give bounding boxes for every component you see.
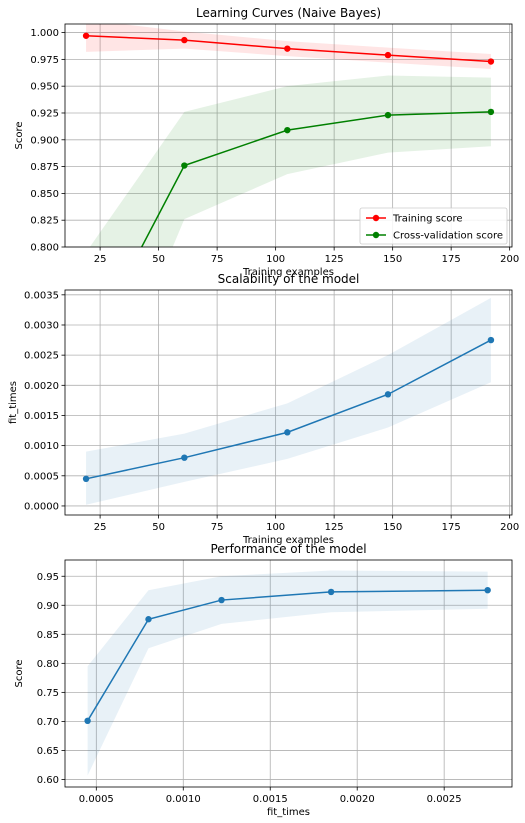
series-band bbox=[86, 24, 491, 70]
x-tick-label: 200 bbox=[500, 522, 519, 533]
y-tick-label: 0.0015 bbox=[24, 411, 59, 422]
x-tick-label: 75 bbox=[211, 254, 224, 265]
y-tick-label: 0.825 bbox=[30, 216, 59, 227]
data-point bbox=[84, 717, 91, 725]
data-point bbox=[484, 586, 491, 594]
x-axis-label: Training examples bbox=[242, 267, 334, 278]
plot-area bbox=[84, 570, 491, 776]
chart-3: 0.0005 0.0010 0.0015 0.0020 0.0025 0.60 0.65 0.… bbox=[14, 542, 513, 818]
x-tick-label: 75 bbox=[211, 522, 224, 533]
y-tick-label: 0.95 bbox=[37, 572, 59, 583]
data-point bbox=[384, 391, 392, 398]
legend-label: Training score bbox=[392, 214, 463, 225]
data-point bbox=[487, 336, 495, 344]
series-band bbox=[87, 570, 488, 776]
data-point bbox=[487, 108, 495, 116]
x-tick-label: 50 bbox=[152, 522, 165, 533]
x-tick-label: 0.0010 bbox=[166, 794, 201, 805]
data-point bbox=[284, 429, 291, 436]
x-axis-label: fit_times bbox=[267, 807, 310, 818]
y-tick-label: 0.0010 bbox=[24, 441, 59, 452]
y-tick-label: 0.80 bbox=[37, 659, 59, 670]
y-tick-label: 0.60 bbox=[37, 775, 59, 786]
y-tick-label: 0.90 bbox=[37, 601, 59, 612]
x-tick-label: 150 bbox=[383, 522, 402, 533]
x-tick-label: 200 bbox=[500, 254, 519, 265]
x-axis-label: Training examples bbox=[242, 535, 334, 546]
legend-marker bbox=[372, 231, 380, 239]
series-band bbox=[86, 297, 491, 505]
data-point bbox=[487, 58, 495, 65]
y-tick-label: 0.950 bbox=[30, 82, 59, 93]
axes-frame bbox=[64, 559, 513, 788]
grid bbox=[65, 560, 512, 787]
y-axis-label: Score bbox=[14, 659, 25, 687]
y-tick-label: 0.975 bbox=[30, 55, 59, 66]
y-tick-label: 0.850 bbox=[30, 189, 59, 200]
legend-box bbox=[359, 207, 508, 245]
x-tick-label: 0.0015 bbox=[253, 794, 288, 805]
plot-area bbox=[82, 24, 495, 247]
data-point bbox=[82, 32, 90, 39]
data-point bbox=[181, 36, 188, 44]
grid bbox=[65, 290, 512, 515]
y-tick-label: 0.65 bbox=[37, 746, 59, 757]
y-tick-label: 0.800 bbox=[30, 243, 59, 254]
y-tick-label: 0.925 bbox=[30, 108, 59, 119]
x-tick-label: 175 bbox=[442, 522, 461, 533]
data-point bbox=[284, 126, 291, 134]
chart-title: Scalability of the model bbox=[218, 272, 360, 286]
y-axis-label: Score bbox=[14, 121, 25, 149]
x-tick-label: 0.0020 bbox=[340, 794, 375, 805]
axes-frame bbox=[64, 289, 513, 516]
chart-1: 25 50 75 100 125 150 175 200 0.800 0.825 0.850 0.87… bbox=[14, 6, 519, 278]
y-tick-label: 0.0000 bbox=[24, 501, 59, 512]
x-tick-label: 50 bbox=[152, 254, 165, 265]
y-tick-label: 0.0035 bbox=[24, 290, 59, 301]
data-point bbox=[384, 51, 392, 59]
y-tick-label: 0.75 bbox=[37, 688, 59, 699]
x-tick-label: 25 bbox=[94, 522, 107, 533]
x-tick-label: 125 bbox=[325, 254, 344, 265]
chart-title: Learning Curves (Naive Bayes) bbox=[196, 6, 381, 20]
data-point bbox=[218, 596, 225, 604]
y-tick-label: 0.0030 bbox=[24, 320, 59, 331]
y-tick-label: 0.0025 bbox=[24, 351, 59, 362]
data-point bbox=[145, 616, 152, 623]
legend-label: Cross-validation score bbox=[393, 231, 503, 242]
y-tick-label: 0.0005 bbox=[24, 471, 59, 482]
x-tick-label: 100 bbox=[266, 522, 285, 533]
legend-marker bbox=[372, 214, 380, 222]
legend: Training score Cross-validation score bbox=[359, 207, 508, 245]
data-point bbox=[327, 588, 335, 596]
x-tick-label: 150 bbox=[383, 254, 402, 265]
y-tick-label: 0.70 bbox=[37, 717, 59, 728]
data-point bbox=[82, 475, 90, 483]
data-point bbox=[384, 111, 392, 119]
y-axis-label: fit_times bbox=[8, 381, 19, 424]
plot-area bbox=[82, 297, 495, 505]
y-tick-label: 0.875 bbox=[30, 162, 59, 173]
y-tick-label: 0.0020 bbox=[24, 381, 59, 392]
data-point bbox=[181, 162, 188, 169]
x-tick-label: 0.0005 bbox=[79, 794, 114, 805]
y-tick-label: 0.900 bbox=[30, 135, 59, 146]
x-tick-label: 100 bbox=[266, 254, 285, 265]
x-tick-label: 125 bbox=[325, 522, 344, 533]
x-tick-label: 175 bbox=[442, 254, 461, 265]
chart-2: 25 50 75 100 125 150 175 200 0.0000 0.0005 0.0010 0… bbox=[8, 272, 519, 546]
x-tick-label: 25 bbox=[94, 254, 107, 265]
data-point bbox=[284, 45, 291, 52]
series-band bbox=[89, 75, 491, 247]
y-tick-label: 1.000 bbox=[30, 28, 59, 39]
y-tick-label: 0.85 bbox=[37, 630, 59, 641]
chart-title: Performance of the model bbox=[210, 542, 366, 556]
axes-frame bbox=[64, 23, 513, 248]
data-point bbox=[181, 454, 188, 461]
x-tick-label: 0.0025 bbox=[427, 794, 462, 805]
